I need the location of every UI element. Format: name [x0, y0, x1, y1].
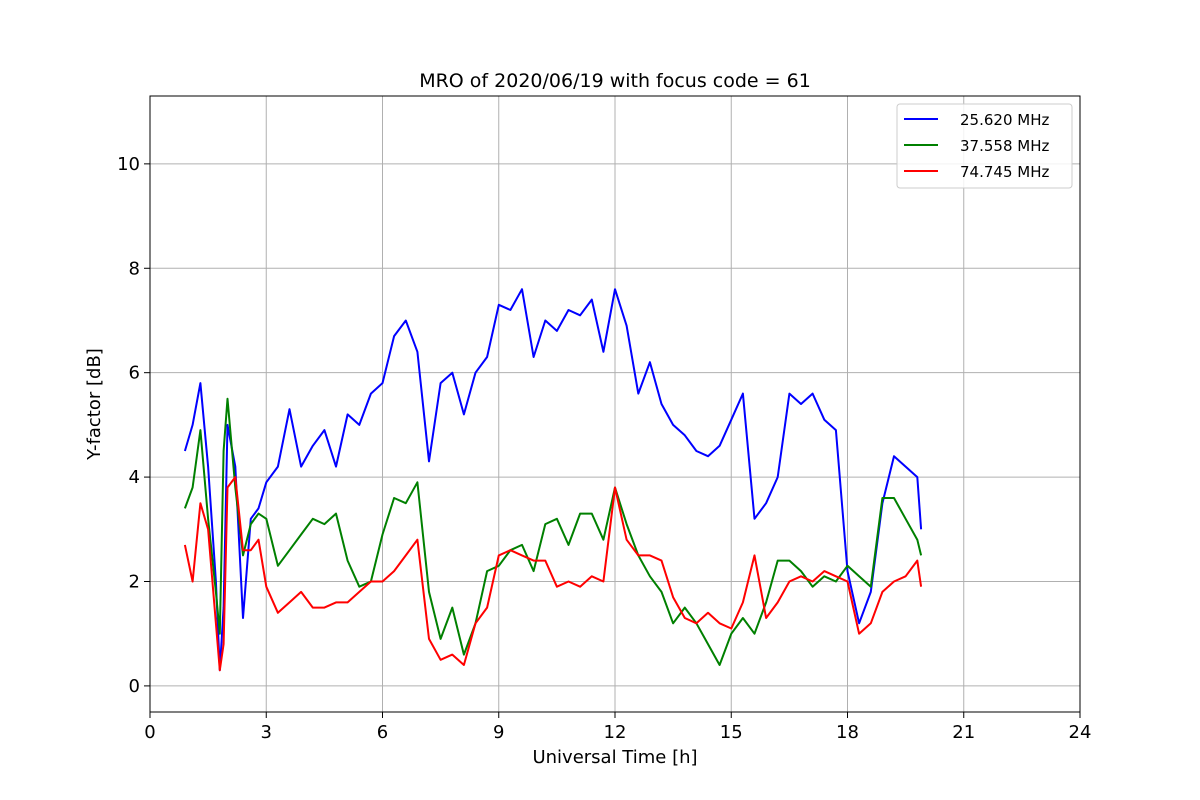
legend-label: 25.620 MHz — [960, 111, 1049, 129]
y-axis-title: Y-factor [dB] — [84, 348, 105, 461]
legend-box — [896, 103, 1073, 189]
y-tick-label: 6 — [129, 363, 140, 384]
series-line-1 — [183, 288, 923, 672]
y-tick-label: 2 — [129, 571, 140, 592]
chart-title: MRO of 2020/06/19 with focus code = 61 — [419, 70, 811, 92]
y-tick-label: 10 — [117, 154, 140, 175]
y-tick-label: 0 — [129, 676, 140, 697]
y-tick-label: 8 — [129, 258, 140, 279]
x-tick-label: 21 — [952, 722, 975, 743]
legend-label: 74.745 MHz — [960, 163, 1049, 181]
x-tick-label: 3 — [261, 722, 272, 743]
series-group — [183, 288, 923, 672]
x-tick-label: 18 — [836, 722, 859, 743]
y-axis: 0 2 4 6 8 10 — [117, 154, 150, 697]
x-tick-label: 9 — [493, 722, 504, 743]
legend: 25.620 MHz 37.558 MHz 74.745 MHz — [896, 103, 1073, 189]
grid — [149, 96, 1081, 712]
legend-label: 37.558 MHz — [960, 137, 1049, 155]
x-axis: 0 3 6 9 12 15 18 21 24 — [144, 712, 1091, 743]
x-tick-label: 24 — [1069, 722, 1092, 743]
x-tick-label: 15 — [720, 722, 743, 743]
x-axis-title: Universal Time [h] — [532, 747, 697, 768]
series-line-3 — [183, 476, 923, 672]
y-tick-label: 4 — [129, 467, 140, 488]
x-tick-label: 0 — [144, 722, 155, 743]
x-tick-label: 12 — [604, 722, 627, 743]
x-tick-label: 6 — [377, 722, 388, 743]
